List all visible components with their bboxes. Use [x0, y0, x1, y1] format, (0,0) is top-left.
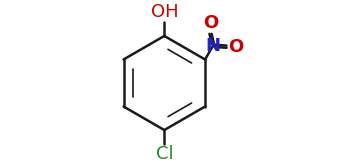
Text: O: O — [203, 14, 218, 32]
Text: O: O — [229, 38, 244, 56]
Text: Cl: Cl — [156, 145, 173, 163]
Text: N: N — [206, 37, 220, 55]
Text: OH: OH — [150, 3, 178, 21]
